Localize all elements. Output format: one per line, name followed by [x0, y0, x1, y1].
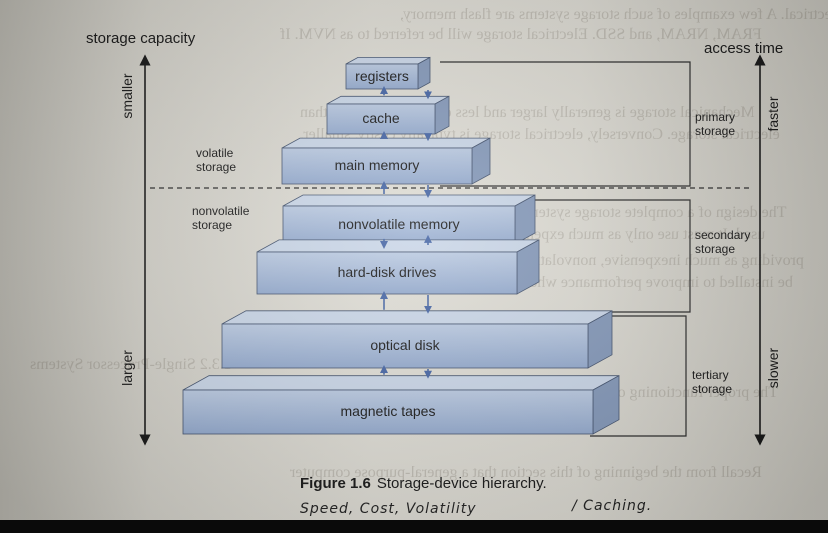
slower-label: slower — [765, 347, 781, 389]
level-label-text: nonvolatile memory — [338, 216, 460, 232]
primary-storage-bracket — [440, 61, 691, 187]
level-label-text: registers — [355, 67, 409, 84]
level-box-5 — [221, 310, 613, 369]
larger-label: larger — [119, 350, 135, 386]
level-box-front — [326, 103, 436, 135]
level-label-text: cache — [362, 110, 400, 126]
handwritten-note-left: Speed, Cost, Volatility — [300, 501, 477, 517]
level-box-front — [281, 147, 473, 185]
volatile-storage-label: volatile storage — [196, 146, 237, 174]
level-box-top — [281, 137, 491, 149]
level-label-2: main memory — [282, 148, 472, 184]
access-time-title: access time — [704, 40, 784, 57]
level-label-0: registers — [346, 64, 418, 89]
caption-number: Figure 1.6 — [300, 475, 371, 492]
level-box-top — [282, 194, 536, 207]
level-label-text: optical disk — [370, 337, 440, 353]
tertiary-storage-label: tertiary storage — [692, 368, 733, 396]
level-box-top — [221, 310, 613, 325]
smaller-label: smaller — [119, 73, 135, 119]
level-box-0 — [345, 56, 431, 90]
level-box-2 — [281, 137, 491, 185]
level-box-front — [256, 251, 518, 295]
primary-storage-label: primary storage — [695, 110, 736, 138]
tertiary-storage-bracket — [590, 315, 687, 437]
level-label-3: nonvolatile memory — [283, 206, 515, 244]
level-label-text: magnetic tapes — [340, 403, 436, 419]
level-box-front — [345, 63, 419, 90]
level-box-3 — [282, 194, 536, 245]
level-box-top — [345, 57, 431, 65]
nonvolatile-storage-label: nonvolatile storage — [192, 204, 250, 232]
level-label-4: hard-disk drives — [257, 252, 517, 294]
level-box-front — [282, 205, 516, 245]
storage-hierarchy-diagram — [139, 54, 766, 446]
level-box-1 — [326, 95, 450, 135]
level-box-top — [326, 95, 450, 105]
book-page: a. Electrical. A few examples of such st… — [0, 0, 828, 520]
level-label-text: main memory — [334, 157, 420, 173]
level-label-6: magnetic tapes — [183, 390, 593, 434]
level-label-text: hard-disk drives — [337, 264, 437, 280]
storage-capacity-title: storage capacity — [86, 30, 196, 47]
level-label-5: optical disk — [222, 324, 588, 368]
figure-caption: Figure 1.6 Storage-device hierarchy. — [300, 475, 547, 492]
secondary-storage-bracket — [520, 199, 691, 313]
handwritten-note-right: / Caching. — [572, 498, 653, 514]
level-box-front — [182, 389, 594, 435]
level-box-6 — [182, 375, 620, 435]
level-label-1: cache — [327, 104, 435, 134]
level-box-front — [221, 323, 589, 369]
faster-label: faster — [765, 96, 781, 132]
caption-text: Storage-device hierarchy. — [376, 475, 547, 492]
secondary-storage-label: secondary storage — [695, 228, 751, 256]
level-box-4 — [256, 239, 540, 295]
level-box-top — [182, 375, 620, 391]
